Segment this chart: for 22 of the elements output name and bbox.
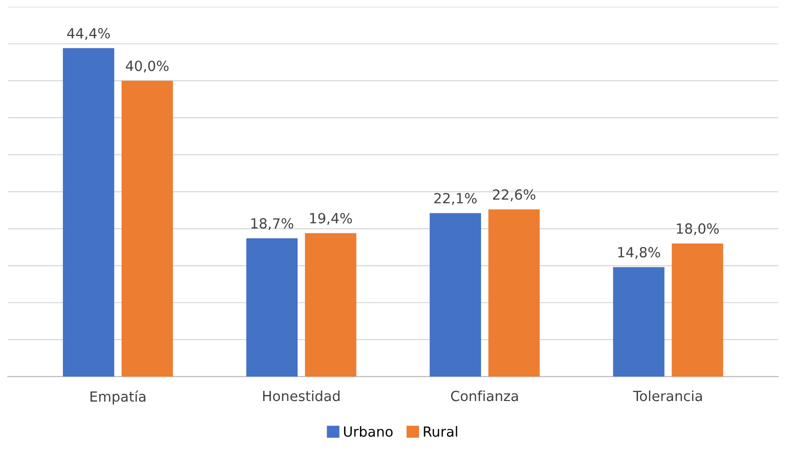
data-label: 40,0% — [126, 60, 169, 73]
data-label: 14,8% — [618, 246, 660, 259]
x-tick-label: Empatía — [90, 390, 146, 404]
bar — [488, 209, 540, 377]
bar — [672, 243, 724, 377]
x-tick-label: Honestidad — [263, 390, 340, 402]
bar — [122, 80, 173, 377]
legend-label: Rural — [424, 426, 458, 437]
data-label: 44,4% — [67, 28, 110, 40]
bar — [430, 213, 482, 377]
bar — [62, 48, 114, 377]
legend-label: Urbano — [344, 426, 393, 437]
bar — [304, 233, 356, 377]
data-label: 22,1% — [434, 192, 477, 205]
x-tick-label: Confianza — [451, 390, 518, 402]
data-label: 18,0% — [676, 223, 719, 236]
bar — [613, 267, 664, 377]
data-label: 22,6% — [493, 189, 536, 202]
data-label: 18,7% — [251, 218, 294, 230]
x-tick-label: Tolerancia — [633, 390, 702, 402]
bar — [246, 238, 298, 377]
data-label: 19,4% — [310, 212, 352, 225]
